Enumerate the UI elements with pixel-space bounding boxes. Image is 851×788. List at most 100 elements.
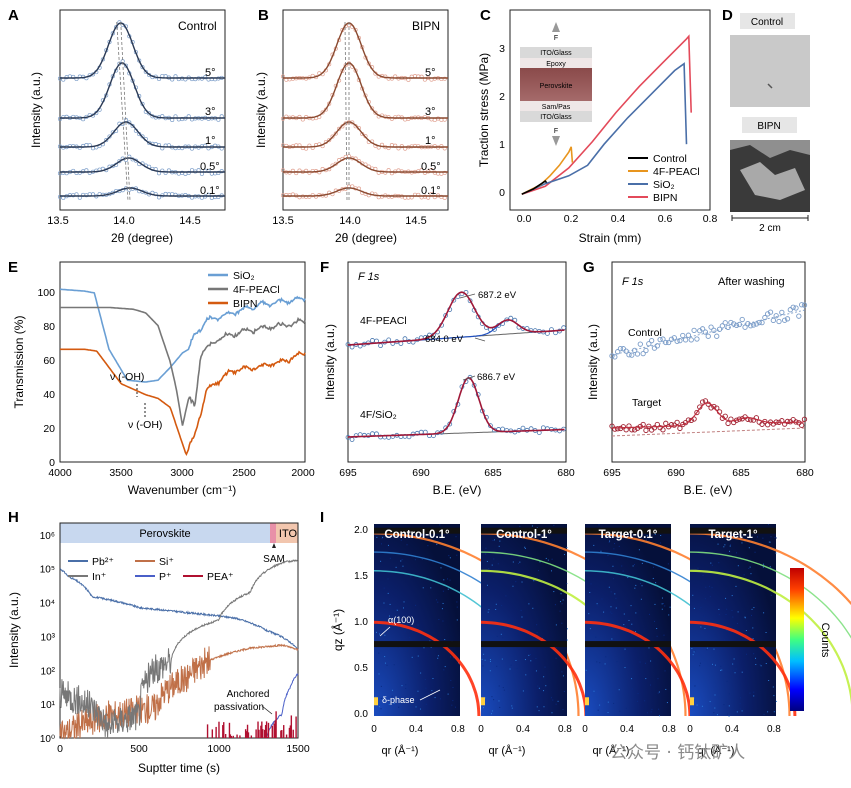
xps-target-point-2 [615,426,621,432]
giwaxs-noise-0-115 [452,687,454,689]
giwaxs-noise-1-49 [499,706,501,708]
xrd-point-1-28 [373,110,378,115]
giwaxs-noise-1-113 [561,622,563,624]
giwaxs-noise-2-93 [655,582,657,584]
xps-control-point-10 [637,341,643,347]
xrd-point-3-49 [219,169,224,174]
giwaxs-noise-0-71 [412,657,414,659]
curves-f [345,289,567,442]
giwaxs-noise-3-93 [732,616,734,618]
giwaxs-noise-1-53 [566,547,568,549]
x-label-h: Suptter time (s) [138,761,220,775]
x-tick-c-0: 0.0 [517,213,532,225]
x-tick-f-685: 685 [484,467,502,479]
x-tick-e-4000: 4000 [48,467,72,479]
giwaxs-noise-3-30 [694,685,696,687]
xps-control-point-65 [793,305,799,311]
curves-a [57,20,225,201]
giwaxs-noise-1-33 [552,699,554,701]
giwaxs-noise-0-121 [396,609,398,611]
giwaxs-noise-3-18 [710,562,712,564]
giwaxs-noise-1-22 [521,616,523,618]
giwaxs-noise-0-138 [417,690,419,692]
giwaxs-noise-2-16 [589,595,591,597]
giwaxs-noise-0-123 [414,559,416,561]
giwaxs-noise-3-60 [744,616,746,618]
giwaxs-noise-3-58 [775,552,777,554]
giwaxs-noise-3-134 [713,712,715,714]
giwaxs-noise-3-71 [716,537,718,539]
giwaxs-noise-2-133 [616,639,618,641]
giwaxs-noise-2-115 [604,663,606,665]
giwaxs-noise-3-55 [737,565,739,567]
giwaxs-noise-1-117 [501,605,503,607]
y-tick-h-6: 10⁶ [40,531,55,542]
xps-control-point-7 [629,352,635,358]
giwaxs-noise-0-110 [400,560,402,562]
giwaxs-noise-0-3 [415,706,417,708]
giwaxs-noise-1-73 [510,664,512,666]
giwaxs-noise-3-113 [701,705,703,707]
giwaxs-noise-0-100 [431,690,433,692]
giwaxs-noise-3-105 [752,627,754,629]
xps-target-point-61 [782,421,788,427]
giwaxs-noise-2-131 [589,628,591,630]
peak-label-f-1: 687.2 eV [478,290,517,301]
curve-label-a-01: 0.1° [200,185,220,197]
legend-label-bipn: BIPN [653,192,678,204]
layer-sam [520,101,592,111]
giwaxs-noise-1-8 [551,712,553,714]
giwaxs-noise-1-74 [551,558,553,560]
y-tick-i-05: 0.5 [354,663,368,674]
giwaxs-noise-0-63 [386,664,388,666]
xps-control-point-35 [708,324,714,330]
giwaxs-noise-2-29 [631,623,633,625]
giwaxs-noise-2-37 [666,702,668,704]
giwaxs-noise-3-63 [728,693,730,695]
giwaxs-noise-2-122 [652,577,654,579]
xrd-point-1-46 [432,117,437,123]
giwaxs-noise-2-88 [637,692,639,694]
giwaxs-noise-1-56 [535,670,537,672]
giwaxs-noise-2-62 [645,539,647,541]
xrd-point-3-38 [183,171,188,176]
giwaxs-noise-3-40 [759,664,761,666]
legend-label-e-sio2: SiO₂ [233,270,255,282]
x-tick-i-1-0: 0 [478,724,484,735]
region-label-ito: ITO [279,528,298,540]
giwaxs-noise-3-52 [719,669,721,671]
giwaxs-noise-0-7 [401,685,403,687]
giwaxs-noise-2-82 [651,708,653,710]
giwaxs-noise-3-32 [741,710,743,712]
giwaxs-noise-3-130 [709,585,711,587]
xps-control-point-67 [799,302,805,308]
giwaxs-noise-0-13 [388,703,390,705]
xps-control-point-23 [674,338,680,344]
giwaxs-noise-1-88 [566,628,568,630]
xps-control-point-11 [640,350,646,357]
y-tick-h-2: 10² [41,666,56,677]
panel-b: B BIPN 5° 3° 1° 0.5° 0.1° 13.5 14.0 14.5… [254,7,449,245]
giwaxs-noise-2-101 [665,688,667,690]
giwaxs-noise-2-25 [608,541,610,543]
y-tick-e-20: 20 [43,423,55,435]
giwaxs-noise-3-138 [723,639,725,641]
giwaxs-noise-3-111 [751,608,753,610]
xps-4fsio2-point-38 [500,426,506,432]
legend-label-si: Si⁺ [159,556,174,568]
annotation-oh-2: ν (-OH) [128,419,162,431]
giwaxs-noise-3-10 [733,658,735,660]
label-f-bottom: 4F/SiO₂ [360,409,397,421]
force-arrow-up-icon [552,22,560,32]
giwaxs-noise-0-53 [379,633,381,635]
giwaxs-noise-1-109 [484,697,486,699]
giwaxs-noise-3-109 [752,638,754,640]
giwaxs-gap-mid-2 [585,641,671,648]
xrd-point-0-49 [442,76,447,81]
giwaxs-noise-3-91 [726,629,728,631]
region-bar-perovskite [60,523,270,543]
xps-control-point-37 [714,333,720,339]
giwaxs-noise-1-129 [502,637,504,639]
layer-ito-top [520,47,592,58]
giwaxs-noise-2-97 [614,543,616,545]
